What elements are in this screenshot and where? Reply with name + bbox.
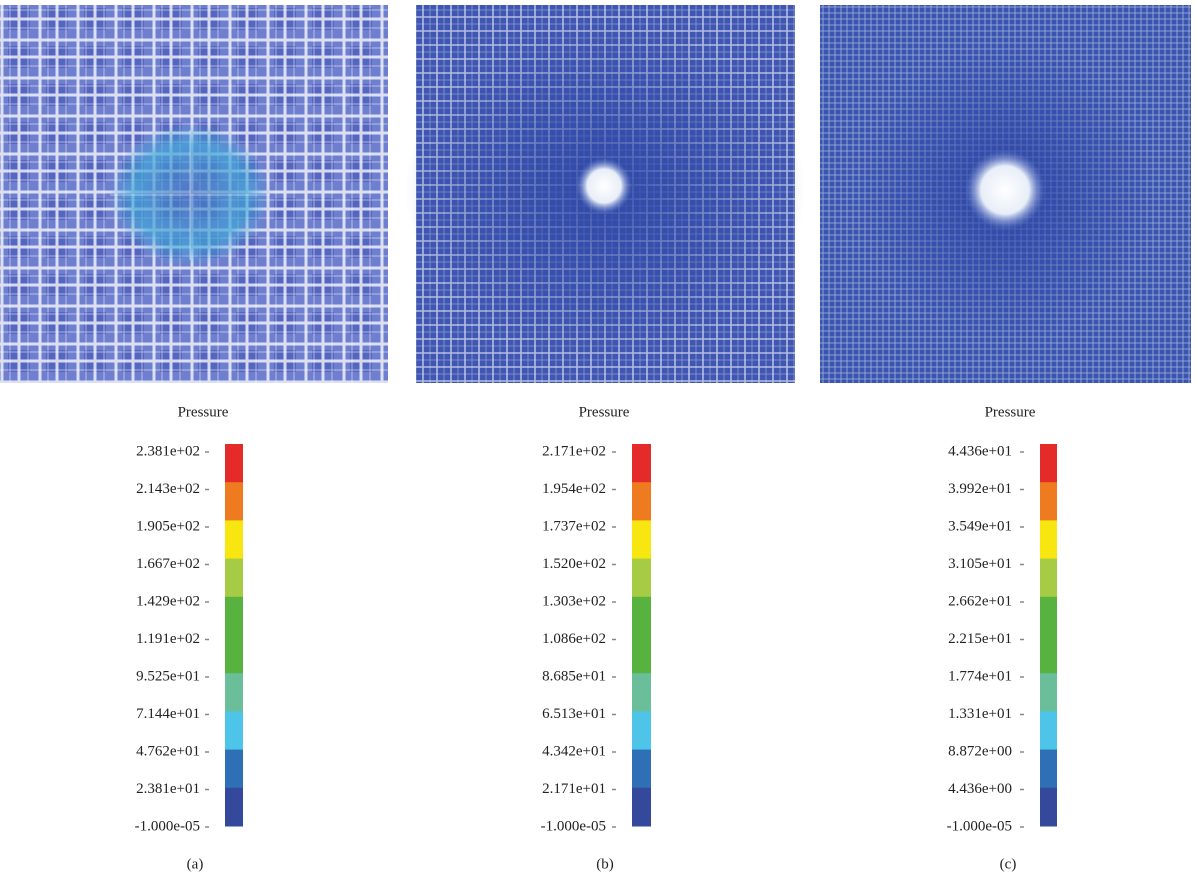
simulation-a: [0, 5, 388, 383]
color-band: [1040, 711, 1057, 750]
legend-title: Pressure: [985, 404, 1036, 420]
color-band: [1040, 482, 1057, 521]
color-band: [632, 673, 651, 712]
color-band: [632, 444, 651, 483]
legend-title: Pressure: [178, 404, 229, 420]
color-band: [632, 750, 651, 789]
caption: (b): [596, 856, 614, 872]
color-band: [225, 559, 243, 598]
tick-label: 1.737e+02: [542, 518, 606, 534]
tick-label: 7.144e+01: [136, 706, 200, 722]
tick-label: -1.000e-05: [541, 818, 606, 834]
tick-label: 2.171e+01: [542, 781, 606, 797]
tick-label: 1.331e+01: [948, 706, 1012, 722]
color-band: [632, 597, 651, 636]
color-band: [225, 520, 243, 559]
tick-label: 2.215e+01: [948, 631, 1012, 647]
color-band: [225, 750, 243, 789]
color-band: [225, 635, 243, 674]
color-band: [1040, 635, 1057, 674]
color-band: [632, 520, 651, 559]
tick-label: 6.513e+01: [542, 706, 606, 722]
color-band: [225, 673, 243, 712]
color-band: [225, 711, 243, 750]
tick-label: 2.143e+02: [136, 481, 200, 497]
tick-label: 1.520e+02: [542, 556, 606, 572]
tick-label: 1.667e+02: [136, 556, 200, 572]
caption: (c): [1000, 856, 1017, 872]
caption: (a): [187, 856, 204, 872]
color-band: [225, 788, 243, 827]
tick-label: 2.662e+01: [948, 593, 1012, 609]
simulation-c: [820, 5, 1191, 383]
color-band: [225, 482, 243, 521]
color-band: [1040, 750, 1057, 789]
tick-label: 4.436e+00: [948, 781, 1012, 797]
tick-label: 1.429e+02: [136, 593, 200, 609]
figure: Pressure 2.381e+02 2.143e+02 1.905e+02 1.667…: [0, 0, 1196, 883]
tick-label: 1.086e+02: [542, 631, 606, 647]
tick-label: -1.000e-05: [947, 818, 1012, 834]
color-band: [1040, 673, 1057, 712]
tick-label: 8.685e+01: [542, 668, 606, 684]
color-band: [1040, 597, 1057, 636]
tick-label: 3.549e+01: [948, 518, 1012, 534]
legend-title: Pressure: [579, 404, 630, 420]
tick-label: 4.342e+01: [542, 743, 606, 759]
tick-label: -1.000e-05: [135, 818, 200, 834]
tick-label: 2.381e+01: [136, 781, 200, 797]
color-band: [1040, 520, 1057, 559]
tick-label: 2.381e+02: [136, 443, 200, 459]
simulation-b: [405, 5, 805, 383]
tick-label: 8.872e+00: [948, 743, 1012, 759]
tick-label: 3.992e+01: [948, 481, 1012, 497]
color-band: [632, 711, 651, 750]
color-band: [1040, 788, 1057, 827]
tick-label: 2.171e+02: [542, 443, 606, 459]
tick-label: 4.762e+01: [136, 743, 200, 759]
color-band: [225, 597, 243, 636]
color-band: [632, 559, 651, 598]
color-band: [1040, 559, 1057, 598]
tick-label: 1.954e+02: [542, 481, 606, 497]
tick-label: 4.436e+01: [948, 443, 1012, 459]
color-band: [225, 444, 243, 483]
color-band: [632, 635, 651, 674]
tick-label: 1.905e+02: [136, 518, 200, 534]
tick-label: 3.105e+01: [948, 556, 1012, 572]
color-band: [1040, 444, 1057, 483]
tick-label: 9.525e+01: [136, 668, 200, 684]
color-band: [632, 788, 651, 827]
tick-label: 1.774e+01: [948, 668, 1012, 684]
tick-label: 1.191e+02: [136, 631, 200, 647]
tick-label: 1.303e+02: [542, 593, 606, 609]
color-band: [632, 482, 651, 521]
